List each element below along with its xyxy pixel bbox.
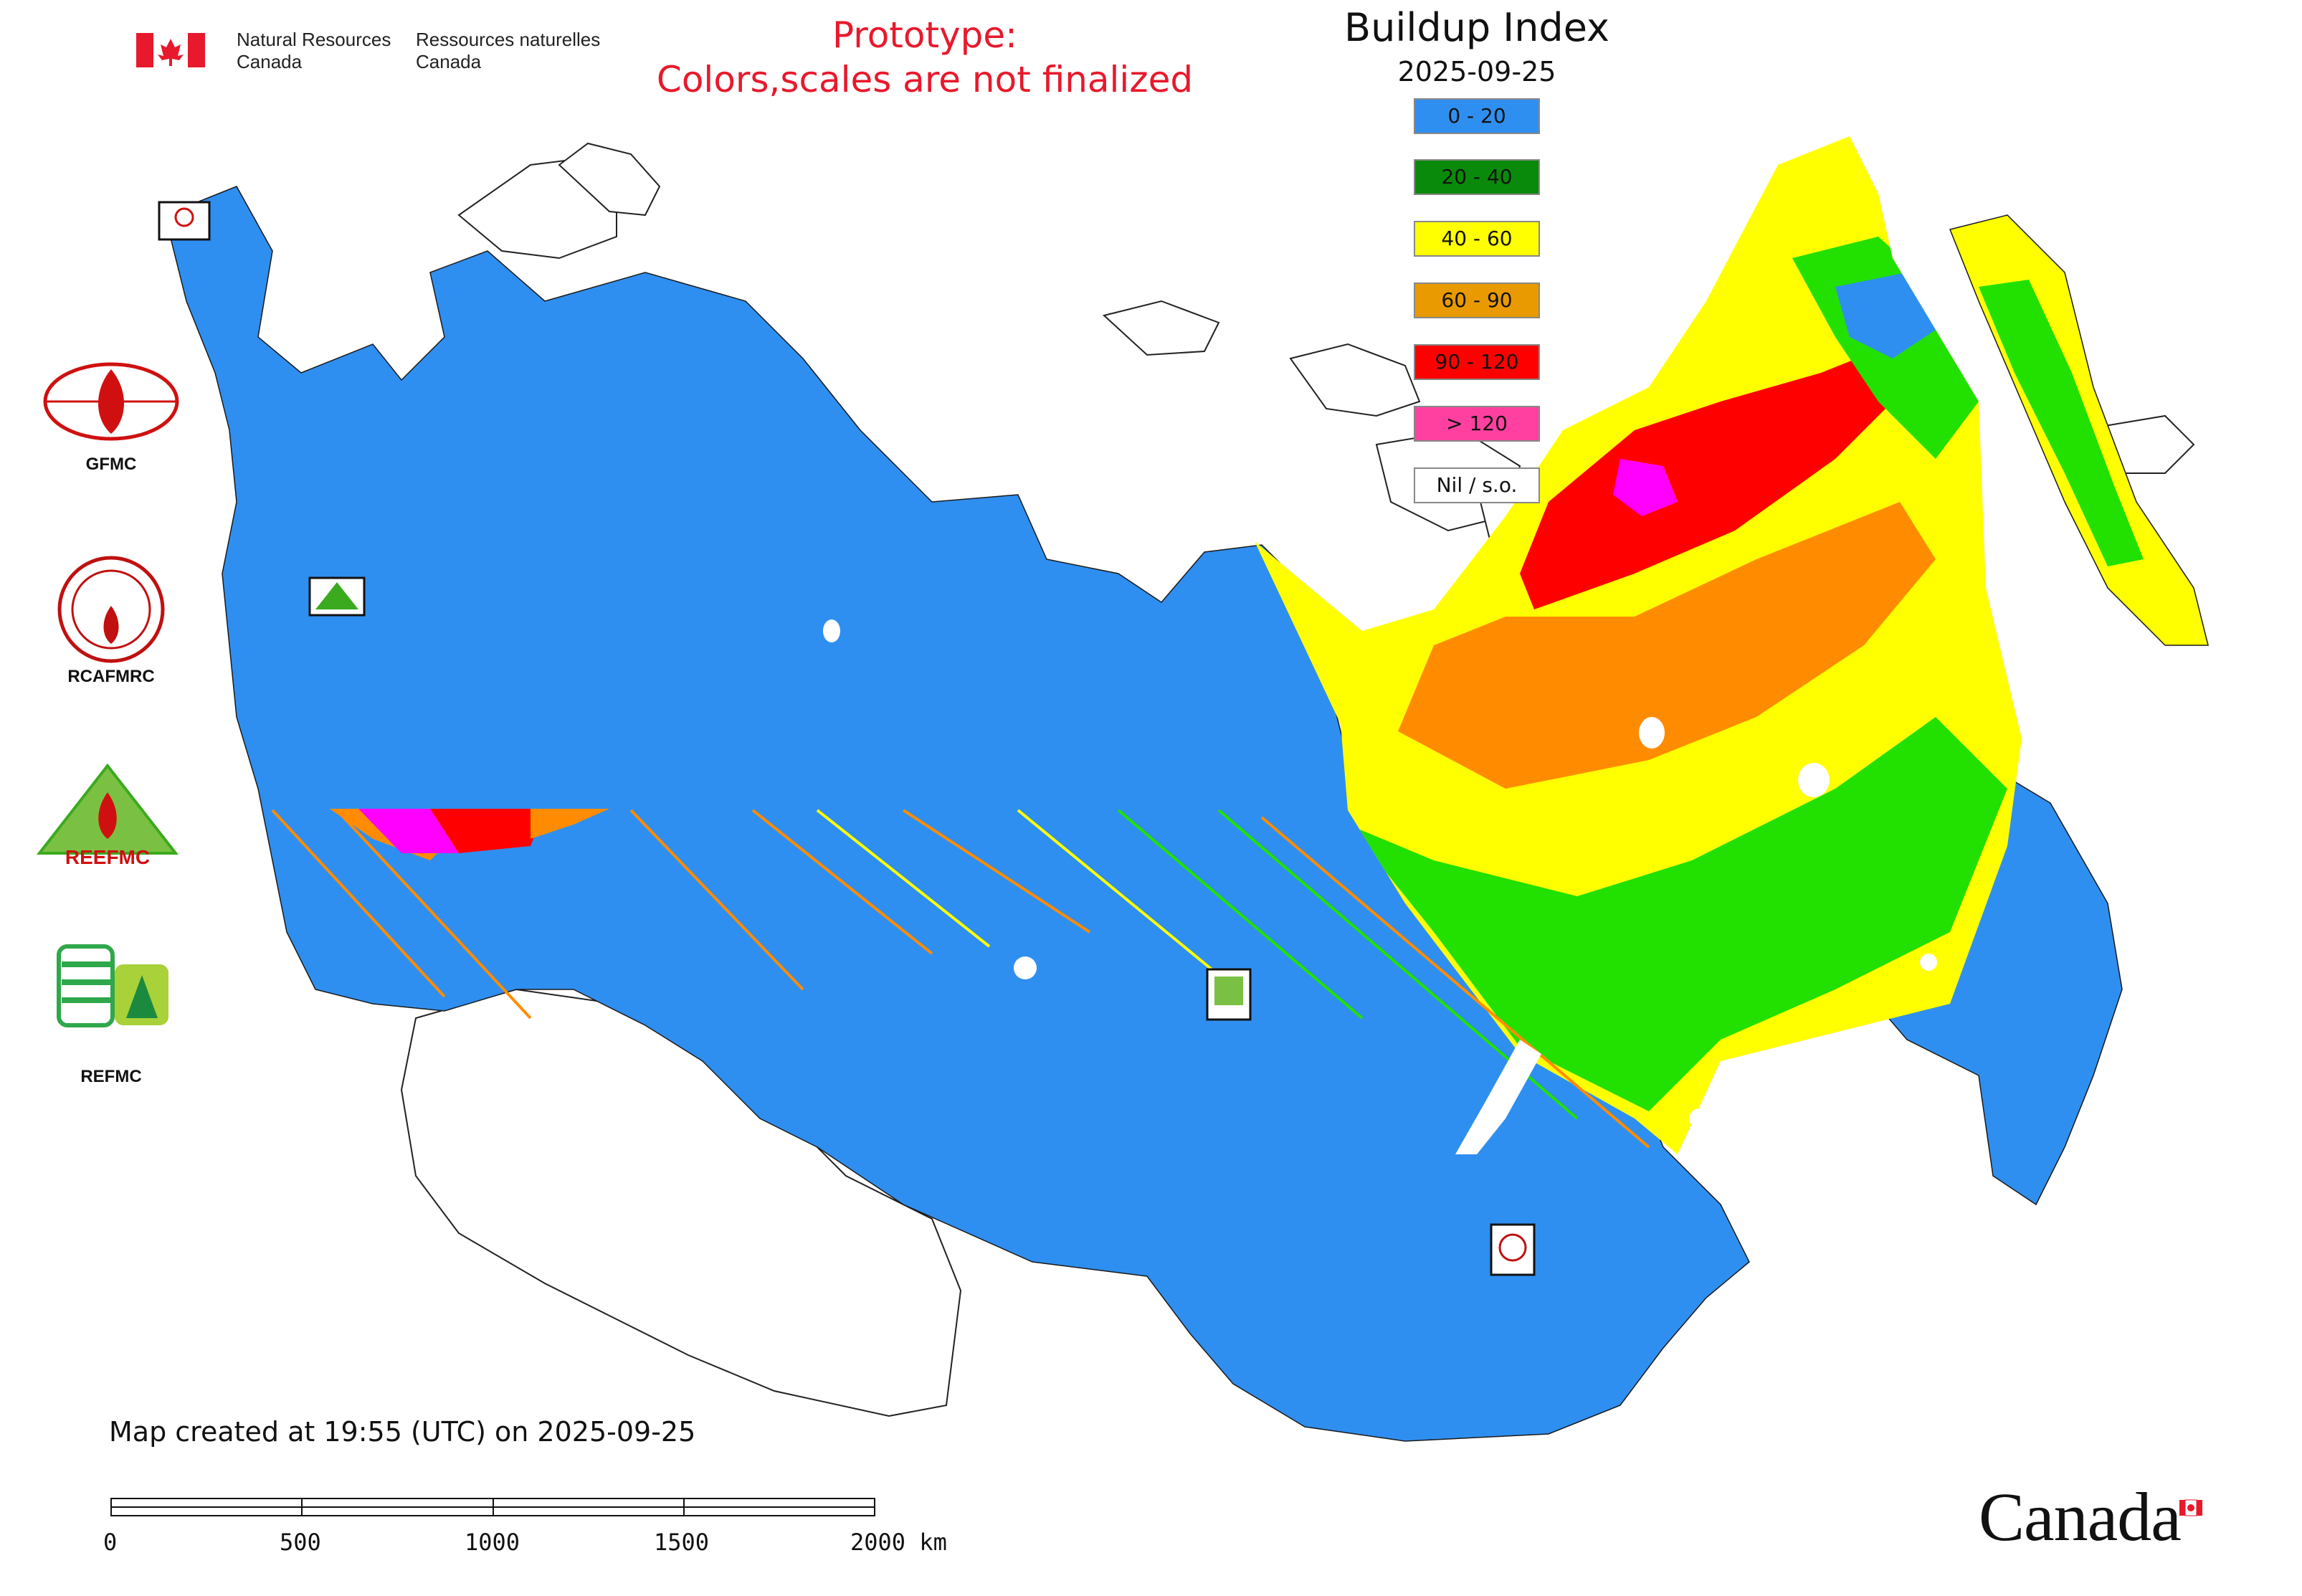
map-title: Buildup Index	[1344, 5, 1609, 50]
map-created-note: Map created at 19:55 (UTC) on 2025-09-25	[109, 1416, 696, 1448]
nrcan-name-fr: Ressources naturelles Canada	[416, 29, 600, 73]
prototype-notice-line2: Colors,scales are not finalized	[656, 59, 1194, 100]
legend-item-0-20: 0 - 20	[1414, 98, 1540, 134]
eurasia-land-low-index	[164, 186, 1750, 1442]
legend-item-90-120: 90 - 120	[1414, 344, 1540, 380]
map-logo-refmc	[1206, 968, 1252, 1021]
scale-tick-2000: 2000 km	[850, 1529, 947, 1556]
map-logo-rcafmrc	[1490, 1223, 1536, 1276]
southern-high-index-band	[330, 809, 609, 860]
reefmc-logo-icon: REEFMC	[36, 763, 179, 868]
nrcan-fr-line2: Canada	[416, 51, 482, 72]
kamchatka-green-core	[1979, 280, 2144, 566]
prototype-notice-line1: Prototype:	[832, 14, 1018, 56]
legend-item-nil: Nil / s.o.	[1414, 467, 1540, 503]
scale-bar	[110, 1498, 875, 1516]
scale-tick-0: 0	[103, 1529, 118, 1556]
map-logo-reefmc	[308, 576, 366, 617]
scale-tick-1500: 1500	[654, 1529, 710, 1556]
uncovered-land-outlines	[400, 142, 2195, 1417]
scale-tick-1000: 1000	[465, 1529, 520, 1556]
lakes	[823, 619, 1937, 1154]
nrcan-en-line1: Natural Resources	[237, 29, 391, 50]
map-logo-gfmc	[158, 201, 211, 241]
logo-label-gfmc: GFMC	[85, 455, 137, 474]
logo-label-refmc: REFMC	[80, 1067, 142, 1086]
map-date: 2025-09-25	[1397, 56, 1556, 87]
legend-item-over-120: > 120	[1414, 406, 1540, 442]
svg-text:REEFMC: REEFMC	[65, 846, 150, 868]
lake-baikal	[1455, 1040, 1541, 1154]
gfmc-logo-icon	[43, 362, 179, 441]
legend-item-60-90: 60 - 90	[1414, 282, 1540, 318]
scale-tick-500: 500	[280, 1529, 321, 1556]
rcafmrc-logo-icon	[57, 556, 165, 663]
legend-item-20-40: 20 - 40	[1414, 159, 1540, 195]
canada-wordmark-flag-icon	[2179, 1499, 2202, 1516]
prototype-notice: Prototype: Colors,scales are not finaliz…	[617, 13, 1233, 102]
nrcan-flag-icon	[136, 33, 205, 67]
nrcan-fr-line1: Ressources naturelles	[416, 29, 601, 50]
nrcan-name-en: Natural Resources Canada	[237, 29, 391, 73]
logo-label-rcafmrc: RCAFMRC	[67, 667, 155, 686]
refmc-logo-icon	[57, 944, 168, 1027]
legend-item-40-60: 40 - 60	[1414, 221, 1540, 257]
canada-wordmark: Canada	[1979, 1478, 2182, 1555]
nrcan-en-line2: Canada	[237, 51, 303, 72]
